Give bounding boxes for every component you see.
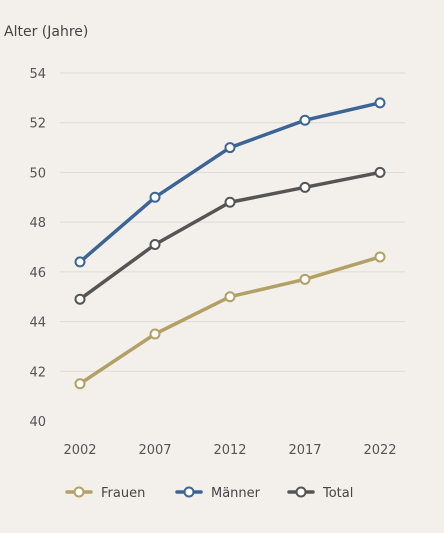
data-point-frauen	[374, 251, 386, 263]
series-frauen	[74, 251, 386, 390]
data-point-m-nner	[299, 114, 311, 126]
data-point-frauen	[299, 273, 311, 285]
series-m-nner	[74, 97, 386, 268]
series-total	[74, 166, 386, 305]
y-tick-label: 54	[29, 67, 46, 82]
y-tick-label: 44	[29, 316, 46, 331]
data-point-frauen	[74, 378, 86, 390]
x-tick-label: 2022	[363, 443, 396, 458]
legend[interactable]: Frauen Männer Total	[65, 486, 353, 501]
data-point-m-nner	[224, 142, 236, 154]
legend-marker-frauen	[73, 486, 85, 498]
x-tick-labels: 2002 2007 2012 2017 2022	[63, 443, 396, 458]
legend-marker-total	[295, 486, 307, 498]
legend-item-total[interactable]: Total	[287, 486, 353, 501]
legend-label-frauen: Frauen	[101, 486, 145, 501]
data-point-total	[374, 166, 386, 178]
x-tick-label: 2002	[63, 443, 96, 458]
x-tick-label: 2017	[288, 443, 321, 458]
y-tick-label: 42	[29, 365, 46, 380]
legend-marker-m-nner	[183, 486, 195, 498]
y-tick-label: 48	[29, 216, 46, 231]
y-tick-label: 52	[29, 117, 46, 132]
series-line-total	[78, 170, 382, 301]
y-tick-label: 40	[29, 415, 46, 430]
x-tick-label: 2012	[213, 443, 246, 458]
data-point-total	[149, 239, 161, 251]
data-point-total	[299, 181, 311, 193]
y-tick-label: 46	[29, 266, 46, 281]
series-line-frauen	[78, 255, 382, 386]
y-tick-label: 50	[29, 166, 46, 181]
y-axis-label: Alter (Jahre)	[4, 24, 88, 40]
legend-item-m-nner[interactable]: Männer	[175, 486, 261, 501]
data-point-frauen	[149, 328, 161, 340]
legend-item-frauen[interactable]: Frauen	[65, 486, 145, 501]
data-point-frauen	[224, 291, 236, 303]
legend-label-total: Total	[322, 486, 353, 501]
data-point-total	[74, 293, 86, 305]
x-tick-label: 2007	[138, 443, 171, 458]
data-point-m-nner	[74, 256, 86, 268]
series	[74, 97, 386, 390]
grid	[60, 72, 405, 372]
data-point-m-nner	[149, 191, 161, 203]
data-point-total	[224, 196, 236, 208]
data-point-m-nner	[374, 97, 386, 109]
legend-label-m-nner: Männer	[211, 486, 261, 501]
y-tick-labels: 40 42 44 46 48 50 52 54	[29, 67, 46, 430]
